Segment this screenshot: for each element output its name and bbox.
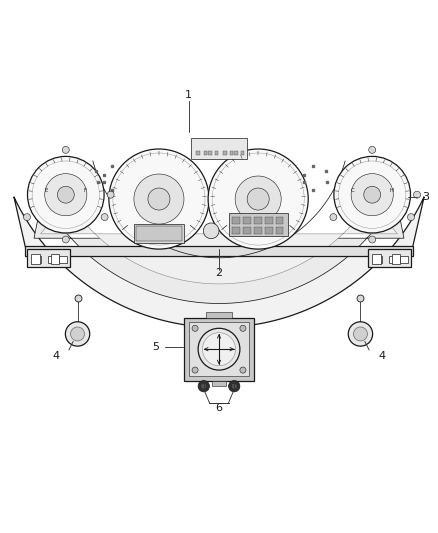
Circle shape (247, 188, 269, 210)
Text: 4: 4 (378, 351, 386, 361)
Bar (191, 138, 247, 158)
Bar (134, 224, 184, 243)
Bar (223, 151, 227, 155)
Circle shape (208, 149, 308, 249)
Circle shape (192, 325, 198, 332)
Circle shape (148, 188, 170, 210)
Text: C: C (351, 188, 354, 193)
Bar (276, 227, 283, 234)
Bar (232, 217, 240, 224)
Bar (59, 256, 67, 263)
Text: 3: 3 (422, 192, 429, 202)
Circle shape (45, 174, 87, 216)
Bar (400, 256, 408, 263)
Text: F: F (84, 188, 87, 193)
Circle shape (107, 191, 114, 198)
Bar (243, 227, 251, 234)
Bar (27, 249, 70, 266)
Circle shape (65, 322, 90, 346)
Circle shape (231, 383, 237, 389)
Bar (374, 256, 382, 263)
Bar (47, 256, 55, 263)
Bar (215, 151, 218, 155)
Circle shape (348, 322, 373, 346)
Bar (25, 246, 413, 256)
Circle shape (192, 367, 198, 373)
Circle shape (240, 367, 246, 373)
Bar (276, 217, 283, 224)
Circle shape (369, 236, 376, 243)
Circle shape (240, 325, 246, 332)
Bar (230, 151, 233, 155)
Bar (254, 217, 261, 224)
Circle shape (364, 186, 381, 203)
Circle shape (57, 186, 74, 203)
Circle shape (134, 174, 184, 224)
Bar (31, 254, 40, 264)
Text: H: H (390, 188, 394, 193)
Circle shape (413, 191, 420, 198)
Bar (212, 381, 226, 386)
Bar (372, 254, 381, 264)
Bar (208, 151, 212, 155)
Bar (243, 217, 251, 224)
Circle shape (330, 214, 337, 221)
Bar (136, 226, 182, 241)
Circle shape (235, 176, 281, 222)
Bar (254, 227, 261, 234)
Bar (392, 254, 400, 264)
Polygon shape (14, 197, 424, 327)
Circle shape (109, 149, 209, 249)
Text: 6: 6 (215, 403, 223, 413)
Bar (229, 213, 288, 236)
Circle shape (203, 223, 219, 239)
Text: E: E (45, 188, 48, 193)
Bar (196, 151, 200, 155)
Circle shape (334, 156, 410, 233)
Circle shape (62, 147, 69, 154)
Bar (188, 322, 250, 376)
Circle shape (407, 214, 414, 221)
Circle shape (351, 174, 393, 216)
Circle shape (198, 328, 240, 370)
Circle shape (62, 236, 69, 243)
Bar (50, 254, 59, 264)
Circle shape (24, 214, 31, 221)
Bar (232, 227, 240, 234)
Bar (265, 217, 272, 224)
Bar (184, 318, 254, 381)
Circle shape (201, 383, 207, 389)
Circle shape (229, 381, 240, 392)
Polygon shape (41, 200, 397, 284)
Circle shape (28, 156, 104, 233)
Circle shape (71, 327, 85, 341)
Bar (206, 312, 232, 318)
Text: 2: 2 (215, 268, 223, 278)
Bar (389, 256, 396, 263)
Bar (368, 249, 411, 266)
Text: 4: 4 (52, 351, 60, 361)
Circle shape (369, 147, 376, 154)
Circle shape (202, 333, 236, 366)
Bar (234, 151, 238, 155)
Text: 1: 1 (185, 90, 192, 100)
Bar (241, 151, 244, 155)
Bar (204, 151, 207, 155)
Circle shape (353, 327, 367, 341)
Bar (33, 256, 41, 263)
Text: 5: 5 (152, 342, 159, 352)
Circle shape (101, 214, 108, 221)
Polygon shape (34, 197, 404, 303)
Circle shape (198, 381, 209, 392)
Bar (265, 227, 272, 234)
